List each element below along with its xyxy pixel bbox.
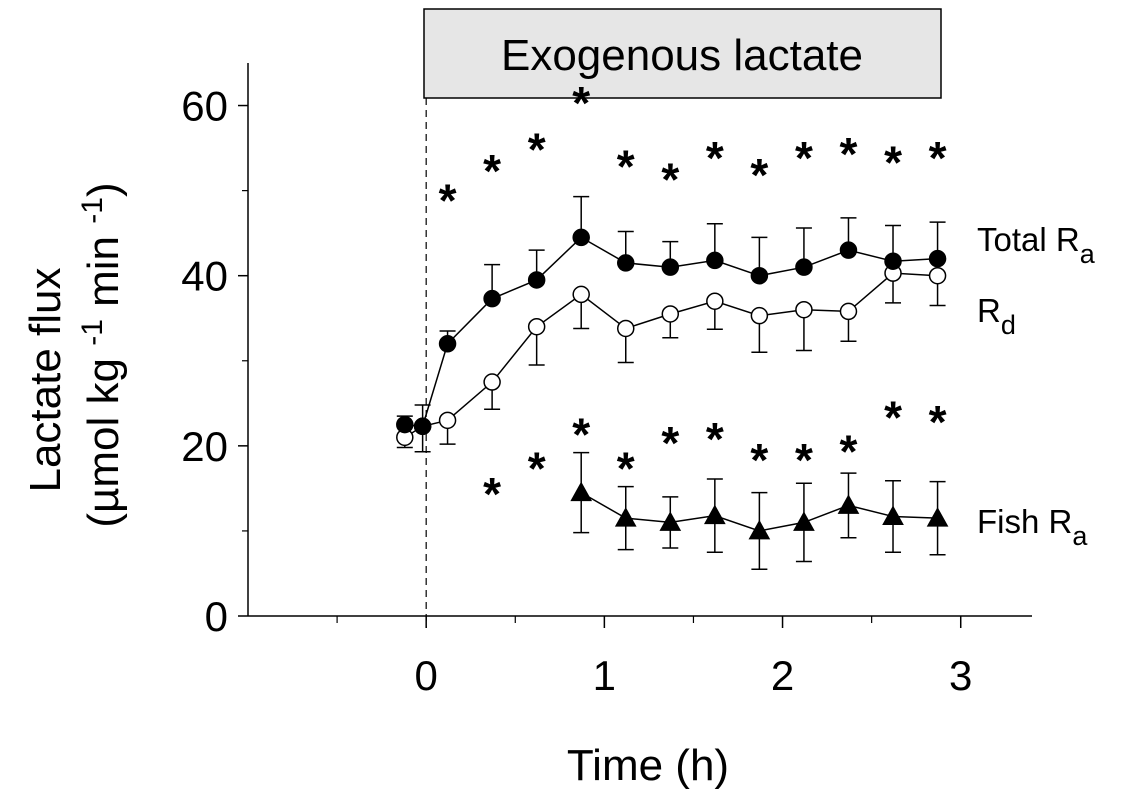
y-tick-label-60: 60 <box>181 83 228 130</box>
infusion-banner-box <box>423 8 942 99</box>
sig-marker-rd-9: * <box>884 392 902 444</box>
y-axis-title-line2: (µmol kg -1 min -1) <box>76 182 128 527</box>
series-label-rd-sub: d <box>1001 310 1016 340</box>
point-fish-ra-1 <box>614 507 637 527</box>
sig-marker-rd-6: * <box>750 434 768 486</box>
x-tick-label-2: 2 <box>771 652 794 699</box>
sig-marker-rd-3: * <box>617 443 635 495</box>
sig-marker-rd-0: * <box>483 468 501 520</box>
sig-marker-total-ra-10: * <box>884 136 902 188</box>
y-unit-sup1: -1 <box>76 319 109 346</box>
sig-marker-total-ra-5: * <box>661 153 679 205</box>
sig-marker-total-ra-8: * <box>795 132 813 184</box>
y-axis-title: Lactate flux <box>21 267 70 492</box>
point-total-ra-4 <box>527 271 546 289</box>
y-tick-label-0: 0 <box>205 593 228 640</box>
sig-marker-rd-10: * <box>929 396 947 448</box>
y-unit-mid: min <box>79 224 128 319</box>
point-fish-ra-7 <box>882 505 904 525</box>
sig-marker-rd-2: * <box>572 409 590 461</box>
point-rd-13 <box>928 266 947 285</box>
sig-marker-total-ra-1: * <box>483 145 501 197</box>
point-total-ra-8 <box>706 251 724 270</box>
sig-marker-rd-4: * <box>661 417 679 469</box>
series-label-fish-ra-sub: a <box>1072 521 1088 551</box>
sig-marker-total-ra-7: * <box>750 149 768 201</box>
point-fish-ra-0 <box>570 481 593 502</box>
point-rd-11 <box>839 302 858 321</box>
point-rd-7 <box>661 305 680 323</box>
series-label-rd-name: R <box>977 292 1001 329</box>
series-label-total-ra-sub: a <box>1080 239 1096 269</box>
sig-marker-rd-8: * <box>840 426 858 478</box>
point-rd-6 <box>616 319 635 338</box>
point-rd-4 <box>527 317 546 336</box>
series-label-total-ra-name: Total R <box>977 221 1080 258</box>
point-rd-9 <box>750 306 769 325</box>
point-total-ra-10 <box>795 258 813 276</box>
sig-marker-total-ra-0: * <box>439 175 457 227</box>
sig-marker-total-ra-2: * <box>528 124 546 176</box>
x-tick-label-3: 3 <box>949 652 972 699</box>
sig-marker-total-ra-6: * <box>706 132 724 184</box>
y-tick-label-20: 20 <box>181 423 228 470</box>
point-total-ra-1 <box>413 417 432 436</box>
y-unit-suffix: ) <box>79 182 128 197</box>
sig-marker-rd-7: * <box>795 434 813 486</box>
y-unit-sup2: -1 <box>76 197 109 224</box>
x-tick-label-1: 1 <box>593 652 616 699</box>
point-total-ra-5 <box>572 228 590 247</box>
point-total-ra-2 <box>438 335 457 353</box>
point-fish-ra-3 <box>703 504 726 525</box>
point-fish-ra-8 <box>926 507 949 527</box>
y-axis-title-units: (µmol kg -1 min -1) <box>76 182 128 527</box>
point-rd-10 <box>795 300 813 319</box>
point-total-ra-9 <box>750 266 769 285</box>
sig-marker-total-ra-4: * <box>617 141 635 193</box>
infusion-banner: Exogenous lactate <box>423 8 942 99</box>
sig-marker-rd-5: * <box>706 413 724 465</box>
point-total-ra-12 <box>884 252 902 270</box>
series-label-fish-ra-name: Fish R <box>977 503 1072 540</box>
y-tick-label-40: 40 <box>181 253 228 300</box>
y-unit-prefix: (µmol kg <box>79 346 128 528</box>
sig-marker-rd-1: * <box>528 443 546 495</box>
sig-marker-total-ra-11: * <box>929 132 947 184</box>
series-label-rd: Rd <box>977 292 1016 340</box>
point-total-ra-7 <box>661 258 680 276</box>
sig-marker-total-ra-9: * <box>840 128 858 180</box>
point-fish-ra-4 <box>748 519 771 540</box>
point-total-ra-11 <box>839 241 858 259</box>
point-total-ra-6 <box>616 254 635 272</box>
point-rd-2 <box>438 411 457 430</box>
point-fish-ra-2 <box>659 511 682 531</box>
point-fish-ra-6 <box>837 494 860 514</box>
sig-marker-total-ra-3: * <box>572 77 590 129</box>
point-rd-8 <box>706 292 724 310</box>
point-total-ra-3 <box>483 289 501 308</box>
plot-area: 0 20 40 60 0 1 2 3 * * * * * * * * * * * * * * * * * * * * * * * <box>181 63 1032 699</box>
point-fish-ra-5 <box>793 511 815 531</box>
x-tick-label-0: 0 <box>415 652 438 699</box>
series-label-total-ra: Total Ra <box>977 221 1096 269</box>
point-rd-3 <box>483 373 501 391</box>
series-label-fish-ra: Fish Ra <box>977 503 1088 551</box>
x-axis-title: Time (h) <box>567 741 729 790</box>
point-total-ra-13 <box>928 249 947 268</box>
y-axis-title-line1: Lactate flux <box>21 267 70 492</box>
point-total-ra-0 <box>396 415 414 434</box>
point-rd-5 <box>572 285 590 304</box>
infusion-banner-label: Exogenous lactate <box>501 31 863 80</box>
